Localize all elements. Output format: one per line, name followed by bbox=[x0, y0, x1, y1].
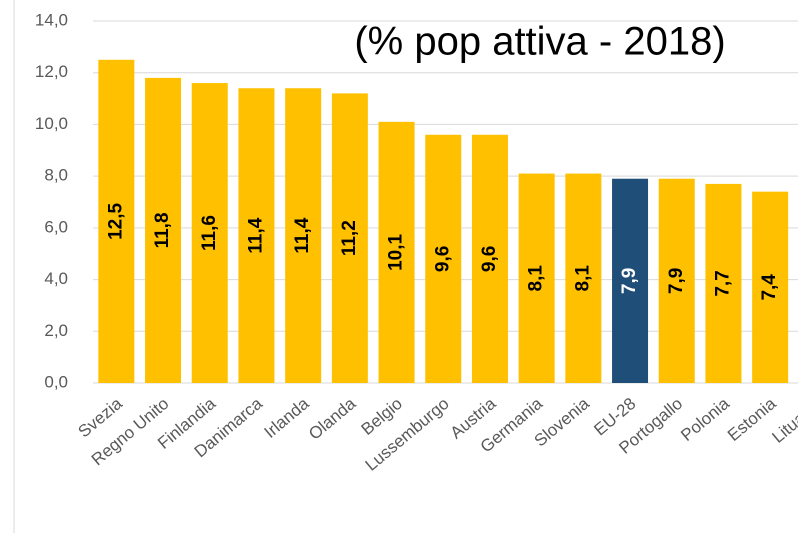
data-label: 10,1 bbox=[386, 234, 407, 271]
data-label: 7,9 bbox=[619, 268, 640, 294]
bar bbox=[331, 93, 368, 384]
y-tick-label: 14,0 bbox=[35, 10, 68, 29]
y-tick-label: 0,0 bbox=[44, 372, 68, 391]
y-tick-label: 6,0 bbox=[44, 217, 68, 236]
chart-title: (% pop attiva - 2018) bbox=[354, 20, 725, 64]
x-tick-label: Olanda bbox=[305, 394, 360, 444]
data-label: 11,2 bbox=[339, 220, 360, 256]
bar bbox=[378, 121, 415, 383]
y-tick-label: 10,0 bbox=[35, 114, 68, 133]
bar bbox=[518, 173, 555, 383]
data-label: 7,9 bbox=[666, 268, 687, 294]
data-label: 8,1 bbox=[572, 265, 593, 292]
bar bbox=[238, 88, 275, 383]
data-label: 11,4 bbox=[292, 217, 313, 253]
data-label: 12,5 bbox=[105, 202, 126, 239]
bar bbox=[98, 59, 135, 384]
data-label: 7,7 bbox=[712, 270, 733, 296]
data-label: 11,6 bbox=[199, 215, 220, 251]
bar bbox=[191, 83, 228, 384]
bar bbox=[752, 191, 789, 383]
bar bbox=[705, 183, 742, 383]
y-tick-label: 4,0 bbox=[44, 269, 68, 288]
bar bbox=[425, 134, 462, 383]
data-label: 9,6 bbox=[432, 246, 453, 272]
bar bbox=[565, 173, 602, 383]
data-label: 9,6 bbox=[479, 246, 500, 272]
y-tick-label: 8,0 bbox=[44, 166, 68, 185]
bar bbox=[471, 134, 508, 383]
x-tick-label: Irlanda bbox=[261, 394, 313, 442]
data-label: 7,4 bbox=[759, 274, 780, 301]
bar bbox=[145, 77, 182, 383]
y-tick-label: 2,0 bbox=[44, 321, 68, 340]
x-tick-label: Lussemburgo bbox=[362, 394, 453, 475]
bar bbox=[612, 178, 649, 383]
data-label: 11,4 bbox=[245, 217, 266, 253]
data-label: 11,8 bbox=[152, 212, 173, 248]
x-tick-label: Polonia bbox=[677, 394, 733, 445]
bar bbox=[658, 178, 695, 383]
y-tick-label: 12,0 bbox=[35, 62, 68, 81]
bar bbox=[285, 88, 322, 383]
data-label: 8,1 bbox=[526, 265, 547, 292]
